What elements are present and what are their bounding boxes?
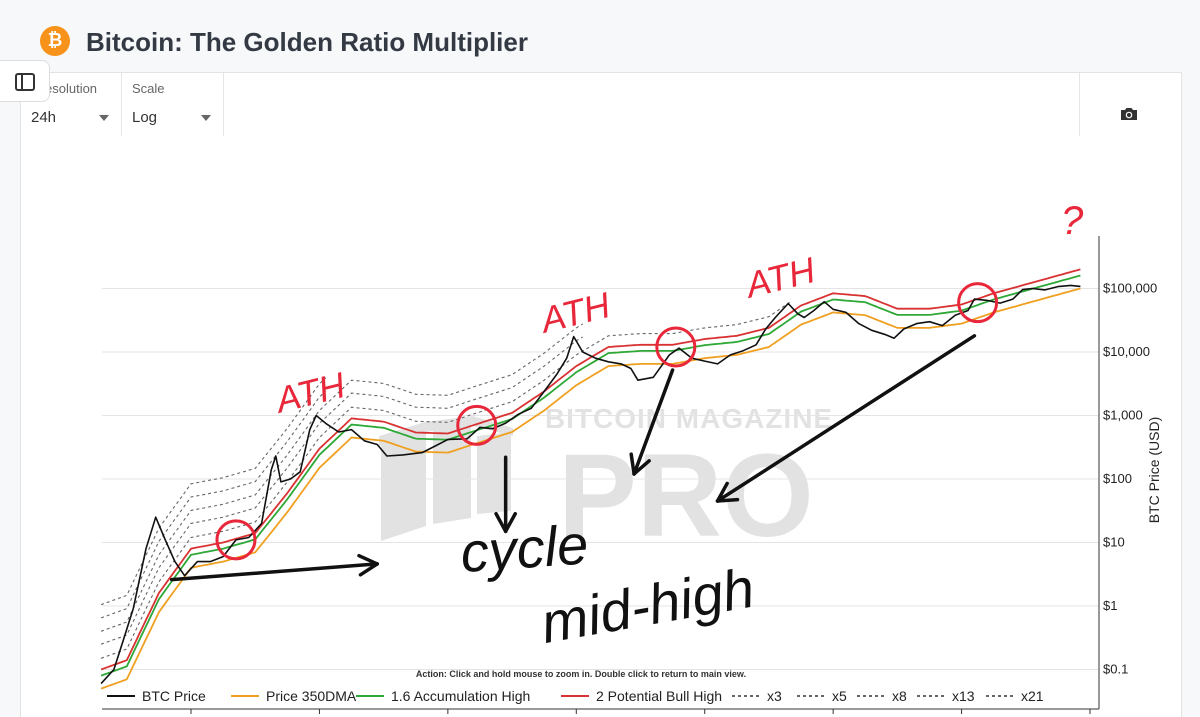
ath-annotation-2: ATH: [535, 284, 615, 341]
circle-annotation: [957, 282, 999, 324]
legend-item-x5[interactable]: x5: [797, 688, 847, 704]
page-header: ₿ Bitcoin: The Golden Ratio Multiplier: [0, 0, 1200, 72]
arrow-annotation: [169, 553, 379, 582]
legend-item-x13[interactable]: x13: [917, 688, 975, 704]
band-x21-line: [100, 377, 327, 606]
toolbar-actions: [1079, 73, 1181, 136]
y-tick-label: $10: [1103, 535, 1125, 550]
chevron-down-icon: [99, 115, 109, 121]
chart-svg[interactable]: BITCOIN MAGAZINE PRO $0.1 $1 $10 $100 $1,000…: [21, 136, 1179, 716]
circle-annotation: [215, 519, 257, 561]
circle-annotation: [456, 404, 498, 446]
page-title: Bitcoin: The Golden Ratio Multiplier: [86, 27, 528, 57]
legend-label: BTC Price: [142, 688, 206, 704]
y-tick-label: $1,000: [1103, 408, 1143, 423]
legend-item-btc[interactable]: BTC Price: [107, 688, 206, 704]
legend-label: Price 350DMA: [266, 688, 357, 704]
resolution-label: esolution: [45, 81, 98, 96]
watermark-big-text: PRO: [558, 430, 814, 562]
watermark-text: BITCOIN MAGAZINE: [545, 403, 833, 434]
legend-label: x5: [832, 688, 847, 704]
legend-item-x3[interactable]: x3: [732, 688, 782, 704]
legend-item-x21[interactable]: x21: [986, 688, 1044, 704]
watermark: BITCOIN MAGAZINE PRO: [379, 403, 833, 562]
resolution-value: 24h: [31, 109, 57, 126]
cycle-annotation: cycle: [458, 512, 590, 584]
chart-legend: BTC Price Price 350DMA 1.6 Accumulation Hi…: [107, 688, 1044, 704]
arrow-annotation: [629, 368, 675, 476]
bull-high-line: [100, 268, 1081, 671]
scale-label: Scale: [132, 81, 165, 96]
legend-item-bull[interactable]: 2 Potential Bull High: [561, 688, 722, 704]
chevron-down-icon: [201, 115, 211, 121]
circle-annotation: [655, 326, 697, 368]
legend-label: x3: [767, 688, 782, 704]
dma-350-line: [100, 287, 1081, 690]
bitcoin-logo-icon: ₿: [40, 26, 70, 56]
band-x3-line: [100, 300, 792, 659]
y-tick-label: $100: [1103, 471, 1132, 486]
camera-icon[interactable]: [1120, 107, 1138, 121]
legend-label: x8: [892, 688, 907, 704]
y-tick-label: $0.1: [1103, 662, 1128, 677]
legend-item-dma[interactable]: Price 350DMA: [231, 688, 357, 704]
arrow-annotation: [715, 334, 977, 503]
legend-item-acc[interactable]: 1.6 Accumulation High: [356, 688, 530, 704]
scale-value: Log: [132, 109, 158, 126]
chart-panel: esolution 24h Scale Log BITCO: [20, 72, 1182, 717]
legend-label: x13: [952, 688, 975, 704]
ath-annotation-1: ATH: [270, 364, 350, 421]
y-tick-label: $100,000: [1103, 281, 1157, 296]
legend-label: 2 Potential Bull High: [596, 688, 722, 704]
accumulation-high-line: [100, 274, 1081, 677]
scale-select[interactable]: Scale Log: [122, 73, 224, 136]
legend-label: 1.6 Accumulation High: [391, 688, 530, 704]
y-tick-label: $1: [1103, 598, 1117, 613]
band-x5-line: [100, 336, 583, 645]
legend-item-x8[interactable]: x8: [857, 688, 907, 704]
legend-label: x21: [1021, 688, 1044, 704]
band-x8-line: [100, 323, 583, 632]
resolution-select[interactable]: esolution 24h: [21, 73, 122, 136]
chart-toolbar: esolution 24h Scale Log: [21, 73, 1181, 136]
sidebar-toggle-button[interactable]: [0, 60, 50, 102]
y-axis-title: BTC Price (USD): [1146, 417, 1162, 524]
ath-annotation-3: ATH: [740, 249, 820, 306]
zoom-instruction-note: Action: Click and hold mouse to zoom in.…: [416, 669, 746, 679]
arrow-annotation: [494, 455, 517, 534]
btc-price-line: [100, 284, 1081, 685]
y-tick-label: $10,000: [1103, 344, 1150, 359]
question-annotation: ?: [1061, 199, 1084, 243]
sidebar-panel-icon: [15, 73, 35, 91]
